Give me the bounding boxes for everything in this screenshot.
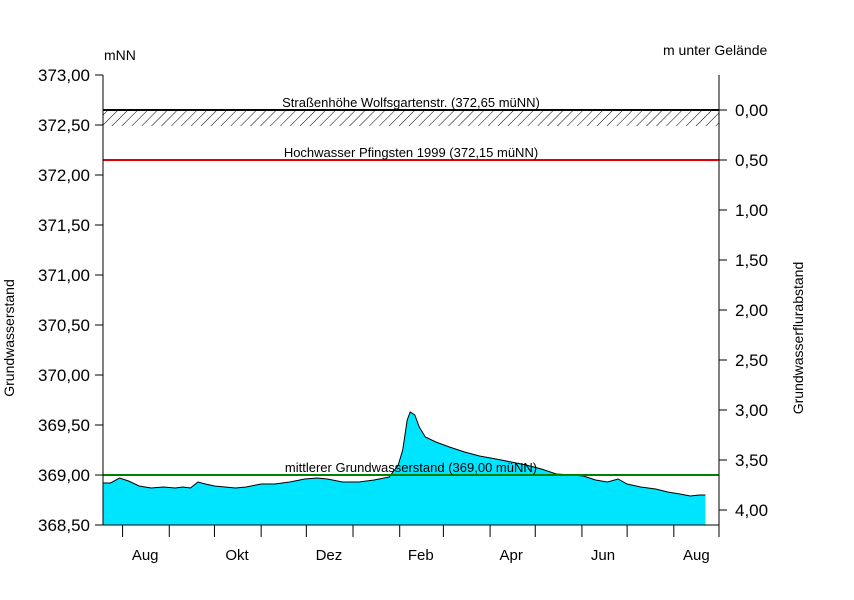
y-tick-label-right-4: 2,00	[735, 301, 768, 320]
x-tick-label-5: Jun	[591, 547, 615, 564]
y-axis-title-left: Grundwasserstand	[1, 279, 17, 397]
unit-label-right: m unter Gelände	[663, 42, 767, 58]
unit-label-left: mNN	[104, 47, 136, 63]
y-tick-label-right-8: 4,00	[735, 501, 768, 520]
reference-layer: Straßenhöhe Wolfsgartenstr. (372,65 müNN…	[103, 95, 719, 476]
y-tick-label-right-2: 1,00	[735, 201, 768, 220]
y-tick-label-left-5: 371,00	[38, 266, 90, 285]
y-tick-label-left-9: 373,00	[38, 66, 90, 85]
y-tick-label-left-0: 368,50	[38, 516, 90, 535]
y-tick-label-right-7: 3,50	[735, 451, 768, 470]
x-tick-label-4: Apr	[499, 547, 522, 564]
ground-hatch	[103, 110, 719, 126]
axes-layer: 368,50 369,00 369,50 370,00 370,50 371,00 371,…	[38, 66, 768, 564]
y-tick-label-left-4: 370,50	[38, 316, 90, 335]
y-tick-label-right-0: 0,00	[735, 101, 768, 120]
y-tick-label-left-6: 371,50	[38, 216, 90, 235]
reference-label-1: Hochwasser Pfingsten 1999 (372,15 müNN)	[284, 145, 538, 160]
y-tick-label-left-7: 372,00	[38, 166, 90, 185]
y-tick-label-right-3: 1,50	[735, 251, 768, 270]
y-tick-label-left-8: 372,50	[38, 116, 90, 135]
x-tick-label-6: Aug	[683, 547, 710, 564]
x-tick-label-3: Feb	[408, 547, 434, 564]
area-layer	[103, 411, 706, 525]
y-tick-label-left-2: 369,50	[38, 416, 90, 435]
y-tick-label-right-6: 3,00	[735, 401, 768, 420]
y-tick-label-left-1: 369,00	[38, 466, 90, 485]
x-tick-label-1: Okt	[225, 547, 249, 564]
y-axis-title-right: Grundwasserflurabstand	[790, 262, 806, 415]
y-tick-label-right-1: 0,50	[735, 151, 768, 170]
x-tick-label-0: Aug	[132, 547, 159, 564]
area-outline-0	[103, 411, 706, 497]
x-tick-label-2: Dez	[316, 547, 343, 564]
y-tick-label-left-3: 370,00	[38, 366, 90, 385]
reference-label-2: mittlerer Grundwasserstand (369,00 müNN)	[285, 460, 537, 475]
y-tick-label-right-5: 2,50	[735, 351, 768, 370]
area-series-0	[103, 412, 706, 525]
reference-label-0: Straßenhöhe Wolfsgartenstr. (372,65 müNN…	[282, 95, 540, 110]
